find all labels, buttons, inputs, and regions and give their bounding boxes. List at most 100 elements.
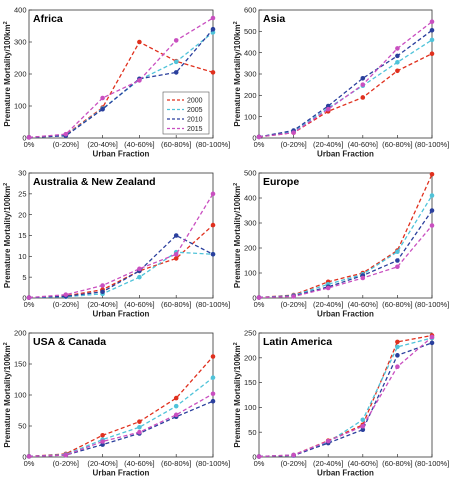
usa-canada-series-2000-line [28, 356, 214, 458]
australia-new-zealand-ytick-label: 0 [22, 294, 26, 303]
europe-title: Europe [263, 176, 299, 188]
asia-series-2015-point [360, 82, 366, 87]
usa-canada-series-2015-point [26, 454, 32, 459]
australia-new-zealand-ytick-label: 10 [18, 252, 26, 261]
australia-new-zealand-series-2010-point [210, 251, 216, 257]
europe-series-2015-point [291, 294, 296, 299]
europe-xlabel: Urban Fraction [317, 310, 374, 319]
latin-america-xlabel: Urban Fraction [317, 469, 374, 478]
usa-canada-ytick-label: 200 [14, 329, 27, 338]
africa-xtick-label: (40-60%] [124, 140, 154, 149]
australia-new-zealand-series-2010-point [100, 289, 105, 295]
usa-canada-xtick-label: (40-60%] [124, 459, 154, 468]
latin-america-xtick-label: (60-80%] [382, 459, 412, 468]
africa-xtick-label: (20-40%] [87, 140, 117, 149]
usa-canada-series-2010-point [210, 398, 216, 404]
australia-new-zealand-series-2015-point [137, 266, 142, 272]
europe-series-2005-point [429, 193, 435, 198]
australia-new-zealand-series-2010-point [173, 233, 179, 238]
latin-america-series-2010-point [395, 353, 400, 358]
europe-series-2010-line [258, 210, 433, 299]
usa-canada-series-2005-point [173, 403, 179, 409]
australia-new-zealand-xtick-label: (0-20%] [53, 300, 79, 309]
australia-new-zealand-series-2005-line [28, 251, 214, 299]
africa-series-2005-point [173, 59, 179, 65]
legend-label-2005: 2005 [187, 107, 203, 114]
usa-canada-xtick-label: (80-100%] [196, 459, 231, 468]
europe-series-2015-point [325, 285, 331, 291]
latin-america-series-2015-point [325, 438, 331, 444]
europe-xtick-label: (80-100%] [415, 300, 450, 309]
asia-series-2005-point [395, 59, 400, 65]
australia-new-zealand-ytick-label: 20 [18, 210, 26, 219]
asia-series-2000-point [429, 51, 435, 57]
latin-america-series-2015-point [360, 423, 366, 429]
latin-america-series-2015-point [291, 452, 296, 458]
usa-canada-ytick-label: 50 [18, 422, 26, 431]
latin-america-series-2000-line [258, 334, 433, 458]
usa-canada-series-2015-point [210, 391, 216, 397]
africa-title: Africa [33, 13, 63, 25]
europe-series-2015-point [256, 295, 262, 300]
latin-america-xtick-label: (80-100%] [415, 459, 450, 468]
africa-series-2010-point [100, 106, 105, 112]
europe-series-2015-line [258, 225, 433, 299]
australia-new-zealand-series-2015-point [63, 292, 69, 297]
latin-america-series-2005-line [258, 337, 433, 458]
europe-series-2000-line [258, 174, 433, 299]
africa-series-2000-line [28, 41, 214, 139]
latin-america-series-2015-point [256, 454, 262, 459]
usa-canada-series-2015-point [173, 412, 179, 418]
asia-ytick-label: 0 [252, 134, 256, 143]
africa-xtick-label: 0% [24, 140, 35, 149]
asia-series-2015-point [256, 134, 262, 140]
europe-xtick-label: (0-20%] [280, 300, 306, 309]
africa-series-2010-point [210, 26, 216, 32]
asia-title: Asia [263, 13, 285, 25]
usa-canada-ytick-label: 0 [22, 453, 26, 462]
latin-america-ytick-label: 150 [244, 378, 257, 387]
asia-axes-frame [258, 9, 433, 139]
australia-new-zealand-series-2000-point [173, 256, 179, 261]
latin-america-series-2010-point [429, 340, 435, 346]
asia-series-2015-point [429, 19, 435, 25]
australia-new-zealand-ytick-label: 15 [18, 231, 26, 240]
europe-xtick-label: 0% [254, 300, 265, 309]
latin-america-series-2000-point [395, 339, 400, 345]
africa-series-2010-point [173, 70, 179, 75]
australia-new-zealand-series-2015-point [26, 295, 32, 300]
africa-ytick-label: 400 [14, 6, 27, 15]
asia-ytick-label: 300 [244, 70, 257, 79]
latin-america-xtick-label: (20-40%] [313, 459, 343, 468]
asia-xtick-label: (20-40%] [313, 140, 343, 149]
latin-america-ytick-label: 250 [244, 329, 257, 338]
latin-america-xtick-label: 0% [254, 459, 265, 468]
asia-series-2015-line [258, 21, 433, 138]
australia-new-zealand-axes-frame [28, 172, 214, 299]
asia-series-2005-point [429, 37, 435, 43]
legend-label-2015: 2015 [187, 126, 203, 133]
africa-xlabel: Urban Fraction [93, 150, 150, 159]
usa-canada-series-2010-line [28, 400, 214, 458]
africa-series-2015-point [26, 135, 32, 140]
africa-ytick-label: 200 [14, 70, 27, 79]
africa-series-2015-line [28, 17, 214, 139]
usa-canada-series-2005-line [28, 377, 214, 458]
legend-box [162, 91, 210, 135]
africa-ytick-label: 300 [14, 38, 27, 47]
usa-canada-series-2015-line [28, 393, 214, 458]
africa-series-2015-point [63, 131, 69, 137]
australia-new-zealand-series-2000-line [28, 224, 214, 299]
australia-new-zealand-ytick-label: 5 [22, 273, 26, 282]
usa-canada-ytick-label: 150 [14, 360, 27, 369]
australia-new-zealand-title: Australia & New Zealand [33, 176, 156, 188]
europe-ylabel: Premature Mortality/100km2 [233, 183, 242, 288]
usa-canada-series-2015-point [63, 452, 69, 458]
usa-canada-series-2000-point [137, 419, 142, 424]
latin-america-series-2015-point [429, 334, 435, 340]
europe-series-2015-point [395, 264, 400, 270]
asia-ytick-label: 100 [244, 112, 257, 121]
europe-ytick-label: 300 [244, 219, 257, 228]
asia-series-2015-point [395, 46, 400, 51]
